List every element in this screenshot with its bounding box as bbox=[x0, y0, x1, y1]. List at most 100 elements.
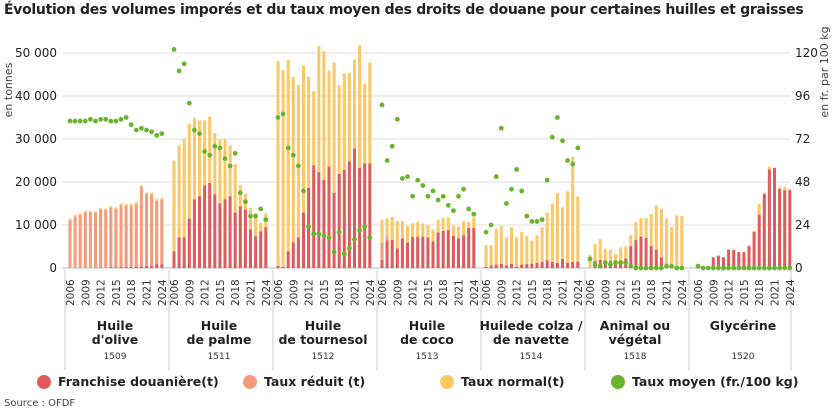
point-taux-moyen bbox=[285, 145, 291, 151]
bar-normal bbox=[441, 218, 445, 232]
y-tick-label: 20 000 bbox=[15, 175, 57, 189]
bar-normal bbox=[390, 216, 394, 241]
x-tick-label: 2012 bbox=[96, 279, 108, 306]
point-taux-moyen bbox=[352, 236, 357, 242]
bar-normal bbox=[322, 51, 326, 180]
x-tick-label: 2021 bbox=[662, 279, 674, 306]
bar-normal bbox=[281, 70, 285, 267]
legend-label: Taux normal(t) bbox=[461, 374, 564, 389]
bar-normal bbox=[124, 203, 128, 206]
bar-franchise bbox=[223, 199, 227, 268]
point-taux-moyen bbox=[560, 138, 565, 144]
bar-reduit bbox=[119, 205, 123, 267]
legend-swatch-franchise bbox=[37, 375, 51, 389]
bar-normal bbox=[187, 123, 191, 219]
bar-normal bbox=[213, 132, 217, 195]
point-taux-moyen bbox=[700, 265, 706, 271]
bar-normal bbox=[550, 203, 554, 262]
category-name: de tournesol bbox=[278, 332, 367, 347]
bar-franchise bbox=[742, 252, 746, 268]
bar-normal bbox=[160, 197, 164, 200]
point-taux-moyen bbox=[716, 265, 721, 271]
point-taux-moyen bbox=[217, 145, 223, 151]
bar-franchise bbox=[254, 236, 258, 268]
x-tick-label: 2018 bbox=[334, 279, 346, 306]
bar-normal bbox=[233, 163, 237, 213]
bar-normal bbox=[670, 227, 674, 268]
bar-franchise bbox=[732, 249, 736, 268]
bar-franchise bbox=[778, 188, 782, 268]
bar-normal bbox=[353, 59, 356, 149]
point-taux-moyen bbox=[202, 149, 208, 154]
bar-reduit bbox=[124, 205, 128, 267]
bar-franchise bbox=[264, 227, 268, 268]
bar-franchise bbox=[259, 231, 263, 268]
bar-normal bbox=[540, 227, 544, 262]
bar-reduit bbox=[114, 209, 118, 268]
point-taux-moyen bbox=[258, 206, 264, 212]
x-tick-label: 2009 bbox=[392, 279, 404, 306]
x-tick-label: 2009 bbox=[184, 279, 196, 306]
x-tick-label: 2018 bbox=[438, 279, 450, 306]
point-taux-moyen bbox=[306, 224, 311, 230]
bar-franchise bbox=[238, 206, 242, 268]
x-tick-label: 2024 bbox=[469, 279, 481, 306]
point-taux-moyen bbox=[243, 199, 248, 205]
bar-normal bbox=[368, 62, 372, 164]
point-taux-moyen bbox=[721, 265, 726, 271]
bar-normal bbox=[411, 223, 415, 238]
bar-franchise bbox=[467, 228, 471, 268]
point-taux-moyen bbox=[445, 202, 451, 208]
category-name: végétal bbox=[609, 332, 662, 347]
bar-franchise bbox=[129, 266, 133, 268]
bar-normal bbox=[68, 218, 72, 221]
x-tick-label: 2012 bbox=[724, 279, 736, 306]
bar-normal bbox=[752, 230, 756, 232]
bar-franchise bbox=[172, 251, 176, 268]
bar-franchise bbox=[773, 167, 776, 268]
category-name: d'olive bbox=[92, 332, 139, 347]
bar-normal bbox=[83, 210, 87, 213]
x-tick-label: 2015 bbox=[423, 279, 435, 306]
point-taux-moyen bbox=[88, 116, 93, 122]
point-taux-moyen bbox=[648, 265, 654, 271]
bar-franchise bbox=[576, 261, 580, 268]
point-taux-moyen bbox=[301, 188, 306, 194]
point-taux-moyen bbox=[466, 206, 472, 212]
category-code: 1513 bbox=[416, 352, 439, 362]
bar-normal bbox=[337, 85, 341, 174]
bar-normal bbox=[400, 221, 404, 239]
point-taux-moyen bbox=[488, 222, 494, 228]
bar-normal bbox=[296, 84, 300, 238]
bar-franchise bbox=[218, 203, 222, 268]
bar-reduit bbox=[155, 200, 159, 265]
bar-franchise bbox=[385, 240, 389, 268]
point-taux-moyen bbox=[710, 265, 716, 271]
bar-reduit bbox=[104, 210, 108, 268]
bar-normal bbox=[307, 76, 311, 189]
point-taux-moyen bbox=[695, 263, 701, 269]
bar-normal bbox=[783, 186, 787, 191]
x-tick-label: 2024 bbox=[677, 279, 689, 306]
bar-normal bbox=[363, 83, 367, 164]
bar-franchise bbox=[281, 266, 285, 268]
x-tick-label: 2018 bbox=[542, 279, 554, 306]
point-taux-moyen bbox=[389, 143, 395, 149]
point-taux-moyen bbox=[456, 193, 461, 199]
bar-franchise bbox=[649, 246, 653, 268]
bar-normal bbox=[276, 61, 280, 266]
bar-franchise bbox=[530, 263, 534, 268]
point-taux-moyen bbox=[227, 163, 233, 169]
bar-reduit bbox=[385, 236, 389, 241]
bar-franchise bbox=[155, 264, 159, 268]
bar-normal bbox=[489, 245, 493, 266]
bar-reduit bbox=[380, 242, 384, 260]
bar-franchise bbox=[535, 262, 539, 268]
point-taux-moyen bbox=[565, 158, 570, 163]
point-taux-moyen bbox=[394, 116, 400, 122]
bar-normal bbox=[312, 91, 316, 166]
bar-franchise bbox=[332, 192, 336, 268]
legend-label: Franchise douanière(t) bbox=[58, 374, 219, 389]
x-tick-label: 2009 bbox=[496, 279, 508, 306]
